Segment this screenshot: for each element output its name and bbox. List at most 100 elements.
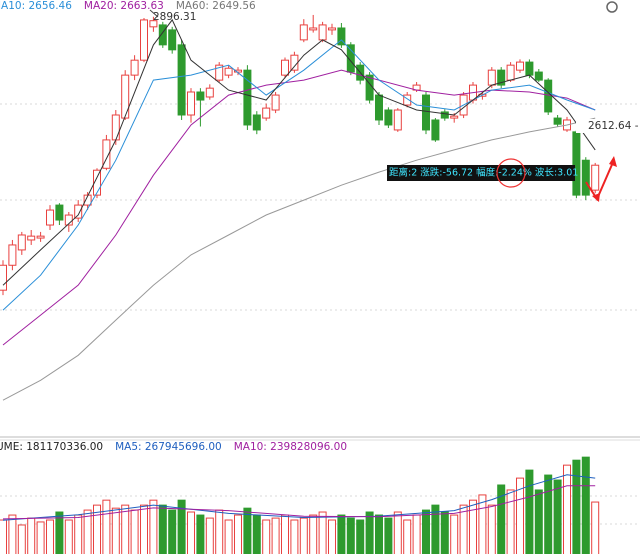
candle-body xyxy=(506,64,515,81)
legend-entry: UME: 181170336.00 xyxy=(0,441,103,453)
volume-bar xyxy=(46,519,54,554)
candle-body xyxy=(74,204,83,219)
candle-body xyxy=(403,94,412,106)
candle-body xyxy=(27,235,36,241)
volume-bar xyxy=(243,507,252,554)
candle-body xyxy=(140,19,148,61)
volume-bar xyxy=(121,504,130,554)
volume-bar xyxy=(487,504,496,554)
candle-body xyxy=(497,69,506,86)
volume-bar xyxy=(130,509,139,554)
candle-body xyxy=(177,44,186,116)
price-legend: MA10: 2656.46 MA20: 2663.63 MA60: 2649.56 xyxy=(0,0,256,12)
candle-body xyxy=(8,244,17,266)
candle-body xyxy=(431,119,440,141)
candle-body xyxy=(17,234,26,251)
candle-body xyxy=(215,64,224,81)
price-label: 2612.64 - 26 xyxy=(588,120,640,132)
candle-body xyxy=(102,139,111,169)
volume-bar xyxy=(168,509,177,554)
volume-bar xyxy=(224,519,233,554)
high-label: 2896.31 xyxy=(153,11,196,23)
candle-body xyxy=(149,20,158,28)
volume-bar xyxy=(572,459,581,554)
candle-body xyxy=(252,114,261,131)
volume-bar xyxy=(431,504,440,554)
legend-entry: MA10: 2656.46 xyxy=(0,0,72,12)
candle-body xyxy=(281,59,289,76)
plot xyxy=(0,14,600,554)
volume-bar xyxy=(93,504,101,554)
ma-line xyxy=(2,18,596,286)
legend-entry: MA20: 2663.63 xyxy=(84,0,164,12)
candle-body xyxy=(318,24,327,41)
candle-body xyxy=(581,159,590,196)
candle-body xyxy=(262,107,271,119)
volume-bar xyxy=(187,511,195,554)
candle-body xyxy=(553,117,562,125)
volume-bar xyxy=(8,514,17,554)
candle-body xyxy=(111,114,120,141)
candle-body xyxy=(271,94,280,111)
candle-body xyxy=(534,71,543,81)
volume-bar xyxy=(544,474,553,554)
volume-bar xyxy=(375,514,383,554)
candle-body xyxy=(224,67,233,76)
volume-bar xyxy=(478,494,487,554)
candle-body xyxy=(243,69,252,126)
volume-bar xyxy=(412,514,421,554)
candle-body xyxy=(205,87,214,98)
legend-entry: MA10: 239828096.00 xyxy=(234,441,347,453)
volume-bar xyxy=(252,514,261,554)
volume-bar xyxy=(581,456,590,554)
volume-bar xyxy=(177,499,186,554)
volume-bar xyxy=(497,484,506,554)
volume-bar xyxy=(74,514,83,554)
volume-bar xyxy=(365,511,374,554)
volume-bar xyxy=(102,499,111,554)
volume-bar xyxy=(234,514,242,554)
volume-bar xyxy=(55,511,64,554)
volume-bar xyxy=(318,511,327,554)
volume-bar xyxy=(17,524,26,554)
volume-bar xyxy=(205,517,214,554)
volume-bar xyxy=(196,514,205,554)
candle-body xyxy=(572,131,581,196)
volume-bar xyxy=(36,521,45,554)
volume-bar xyxy=(27,517,36,554)
candle-body xyxy=(487,69,496,86)
candle-body xyxy=(544,79,553,113)
volume-bar xyxy=(64,519,73,554)
volume-bar xyxy=(271,517,280,554)
volume-bar xyxy=(393,511,402,554)
high-pointer xyxy=(149,9,159,18)
volume-bar xyxy=(149,499,158,554)
volume-bar xyxy=(262,519,271,554)
candle-body xyxy=(299,24,308,41)
volume-bar xyxy=(450,514,459,554)
volume-bar xyxy=(281,514,289,554)
candle-body xyxy=(93,169,101,196)
candle-body xyxy=(290,54,299,71)
volume-bar xyxy=(328,519,336,554)
volume-bar xyxy=(337,514,346,554)
candle-body xyxy=(309,27,318,31)
candle-body xyxy=(187,91,195,116)
arrow-head xyxy=(592,193,600,202)
volume-bar xyxy=(525,469,534,554)
candle-body xyxy=(46,209,54,226)
candle-body xyxy=(328,27,336,31)
trend-arrow xyxy=(585,159,615,202)
volume-bar xyxy=(299,517,308,554)
candle-body xyxy=(158,24,167,46)
volume-bar xyxy=(591,501,600,554)
volume-bar xyxy=(83,509,92,554)
volume-bar xyxy=(403,519,412,554)
candle-body xyxy=(168,29,177,51)
candle-body xyxy=(525,61,534,76)
volume-bar xyxy=(111,507,120,554)
candle-body xyxy=(422,94,430,131)
settings-icon[interactable] xyxy=(606,1,618,13)
